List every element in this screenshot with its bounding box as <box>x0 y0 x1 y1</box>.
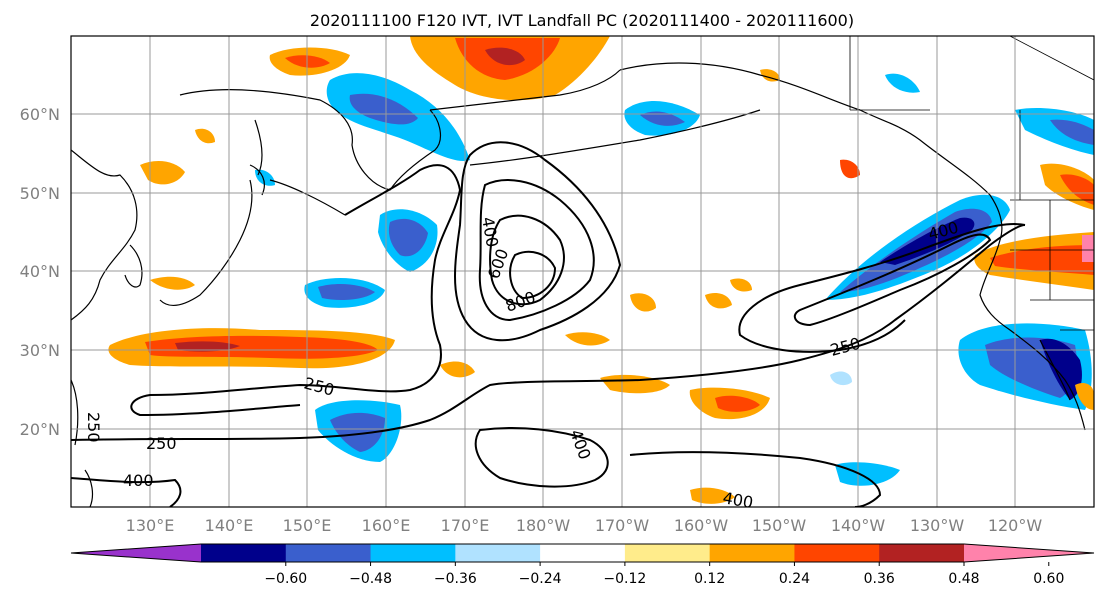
latitude-labels: 60°N 50°N 40°N 30°N 20°N <box>20 105 60 439</box>
lon-label: 150°W <box>752 516 807 535</box>
lon-label: 150°E <box>283 516 332 535</box>
positive-pc-shading <box>108 36 1094 504</box>
lon-label: 140°W <box>831 516 886 535</box>
contour-label: 400 <box>123 471 154 490</box>
lon-label: 160°E <box>362 516 411 535</box>
colorbar-segment <box>455 544 541 562</box>
lon-label: 130°W <box>910 516 965 535</box>
political-borders <box>849 36 1094 331</box>
colorbar-segment <box>879 544 965 562</box>
colorbar: −0.60 −0.48 −0.36 −0.24 −0.12 0.12 0.24 0.36 0.4… <box>70 543 1095 587</box>
lon-label: 160°W <box>674 516 729 535</box>
colorbar-tick-label: 0.12 <box>694 571 725 587</box>
colorbar-outline <box>70 543 1095 563</box>
colorbar-tick-label: −0.12 <box>603 571 646 587</box>
lat-label: 20°N <box>20 420 60 439</box>
lon-label: 120°W <box>988 516 1043 535</box>
lon-label: 180°W <box>516 516 571 535</box>
lon-label: 170°E <box>441 516 490 535</box>
colorbar-extend-low <box>71 544 201 562</box>
lat-label: 40°N <box>20 262 60 281</box>
colorbar-segment <box>370 544 456 562</box>
colorbar-segment <box>285 544 372 562</box>
contour-label: 400 <box>721 488 754 512</box>
lat-label: 50°N <box>20 184 60 203</box>
ivt-contours <box>71 141 1026 507</box>
lon-label: 170°W <box>595 516 650 535</box>
contour-label: 250 <box>84 412 103 443</box>
colorbar-tick-label: −0.60 <box>264 571 307 587</box>
longitude-labels: 130°E 140°E 150°E 160°E 170°E 180°W 170°… <box>126 516 1043 535</box>
negative-pc-shading <box>255 73 1094 486</box>
colorbar-tick-label: −0.36 <box>434 571 477 587</box>
coastlines <box>71 62 1086 507</box>
colorbar-tick-label: 0.60 <box>1033 571 1064 587</box>
lon-label: 140°E <box>205 516 254 535</box>
map-frame <box>70 35 1095 508</box>
lat-label: 60°N <box>20 105 60 124</box>
figure-title: 2020111100 F120 IVT, IVT Landfall PC (20… <box>310 11 854 30</box>
colorbar-tick-label: −0.48 <box>349 571 392 587</box>
lon-label: 130°E <box>126 516 175 535</box>
lat-label: 30°N <box>20 341 60 360</box>
colorbar-tick-label: 0.48 <box>948 571 979 587</box>
colorbar-segment <box>794 544 880 562</box>
colorbar-tick-label: 0.36 <box>864 571 895 587</box>
colorbar-extend-high <box>964 544 1094 562</box>
contour-label: 250 <box>146 434 177 453</box>
colorbar-tick-label: 0.24 <box>779 571 810 587</box>
colorbar-segment <box>709 544 795 562</box>
colorbar-segment <box>624 544 711 562</box>
colorbar-segment <box>540 544 626 562</box>
colorbar-tick-label: −0.24 <box>519 571 562 587</box>
colorbar-segment <box>201 544 287 562</box>
